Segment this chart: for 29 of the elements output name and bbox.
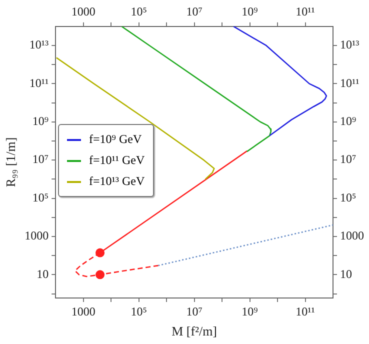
y-tick-label: 10⁷: [340, 152, 356, 166]
legend-label: f=10⁹ GeV: [89, 132, 142, 147]
text: 10⁵: [32, 190, 49, 204]
legend-label: f=10¹³ GeV: [89, 174, 145, 189]
text: 10¹¹: [29, 76, 49, 90]
text: 10¹¹: [296, 4, 315, 18]
text: 10⁷: [32, 152, 49, 166]
y-tick-label: 10⁵: [340, 190, 356, 204]
y-tick-label: 10⁹: [340, 114, 356, 128]
text: 10⁵: [130, 4, 147, 18]
x-tick-label: 10⁷: [186, 304, 202, 318]
y-tick-label: 10: [340, 266, 352, 281]
text: 10⁹: [242, 4, 258, 18]
text: 1000: [24, 228, 49, 243]
y-tick-label: 10¹¹: [340, 76, 360, 90]
text: 10⁹: [32, 114, 49, 128]
text: 10⁷: [186, 4, 202, 18]
x-tick-label: 1000: [71, 304, 96, 318]
y-axis-title: R₉₉ [1/m]: [3, 137, 18, 188]
text: 10¹³: [29, 38, 49, 52]
x-tick-label: 10⁹: [242, 304, 258, 318]
x-tick-label: 10⁵: [130, 304, 147, 318]
x-tick-label: 10¹¹: [296, 304, 316, 318]
x-axis-title: M [f²/m]: [172, 324, 218, 339]
y-tick-label: 10¹³: [340, 38, 360, 52]
text: 1000: [71, 4, 96, 18]
y-tick-label: 1000: [340, 228, 364, 243]
text: 10: [36, 266, 49, 281]
legend-label: f=10¹¹ GeV: [89, 153, 145, 168]
